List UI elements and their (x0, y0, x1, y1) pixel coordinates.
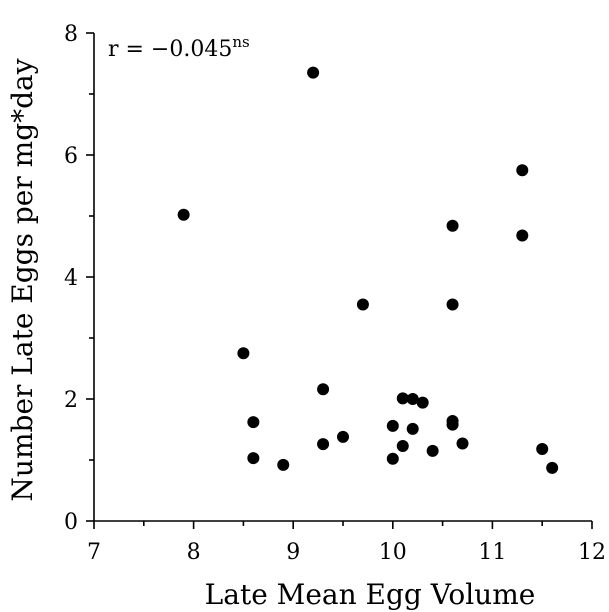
data-point (446, 298, 459, 311)
x-tick-label: 8 (187, 540, 201, 565)
x-tick-label: 11 (478, 540, 506, 565)
data-point (396, 392, 409, 405)
data-point (356, 298, 369, 311)
data-point (546, 461, 559, 474)
tick-labels: 7 8 9 10 11 12 0 2 4 6 8 (64, 22, 606, 565)
data-point (406, 393, 419, 405)
data-point (386, 419, 399, 432)
x-tick-label: 10 (379, 540, 407, 565)
data-point (516, 164, 529, 177)
data-point (396, 439, 409, 452)
data-point (426, 444, 439, 457)
axes (93, 33, 592, 522)
data-point (416, 396, 429, 409)
data-point (446, 418, 459, 431)
y-tick-label: 8 (64, 22, 78, 47)
data-point (247, 452, 260, 465)
correlation-text: r = −0.045 (108, 37, 232, 62)
y-axis-label: Number Late Eggs per mg*day (6, 58, 39, 501)
ticks (86, 32, 593, 529)
data-point (247, 416, 260, 429)
y-tick-label: 4 (64, 266, 78, 291)
y-tick-label: 2 (64, 388, 78, 413)
x-axis-label: Late Mean Egg Volume (205, 578, 536, 611)
data-point (536, 443, 549, 456)
data-point (277, 458, 290, 471)
data-point (307, 66, 320, 79)
data-point (386, 452, 399, 465)
data-point (446, 219, 459, 232)
data-point (337, 430, 349, 443)
data-point (516, 229, 529, 242)
x-tick-label: 9 (286, 540, 300, 565)
data-point (317, 383, 330, 396)
x-tick-label: 7 (87, 540, 101, 565)
correlation-superscript: ns (232, 33, 249, 51)
y-tick-label: 0 (64, 510, 78, 535)
data-point (177, 208, 190, 221)
x-tick-label: 12 (578, 540, 606, 565)
data-points (177, 66, 559, 474)
correlation-annotation: r = −0.045ns (108, 33, 250, 62)
data-point (317, 438, 330, 451)
data-point (456, 437, 469, 450)
data-point (406, 422, 419, 435)
y-tick-label: 6 (64, 144, 78, 169)
data-point (237, 347, 250, 360)
